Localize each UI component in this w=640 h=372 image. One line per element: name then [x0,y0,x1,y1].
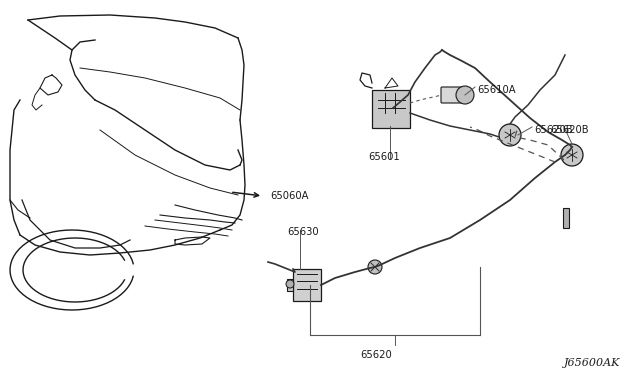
Bar [293,269,321,301]
Bar [372,90,410,128]
Circle shape [368,260,382,274]
Text: 65620B: 65620B [550,125,589,135]
Text: 65620: 65620 [360,350,392,360]
Bar [563,208,569,228]
Text: 65630: 65630 [287,227,319,237]
Text: 65610A: 65610A [477,85,516,95]
Circle shape [456,86,474,104]
Circle shape [499,124,521,146]
Text: 65601: 65601 [368,152,400,162]
Circle shape [561,144,583,166]
FancyBboxPatch shape [441,87,463,103]
Text: 65620B: 65620B [534,125,573,135]
Bar [287,279,293,291]
Circle shape [286,280,294,288]
Text: J65600AK: J65600AK [564,358,620,368]
Text: 65060A: 65060A [270,191,308,201]
